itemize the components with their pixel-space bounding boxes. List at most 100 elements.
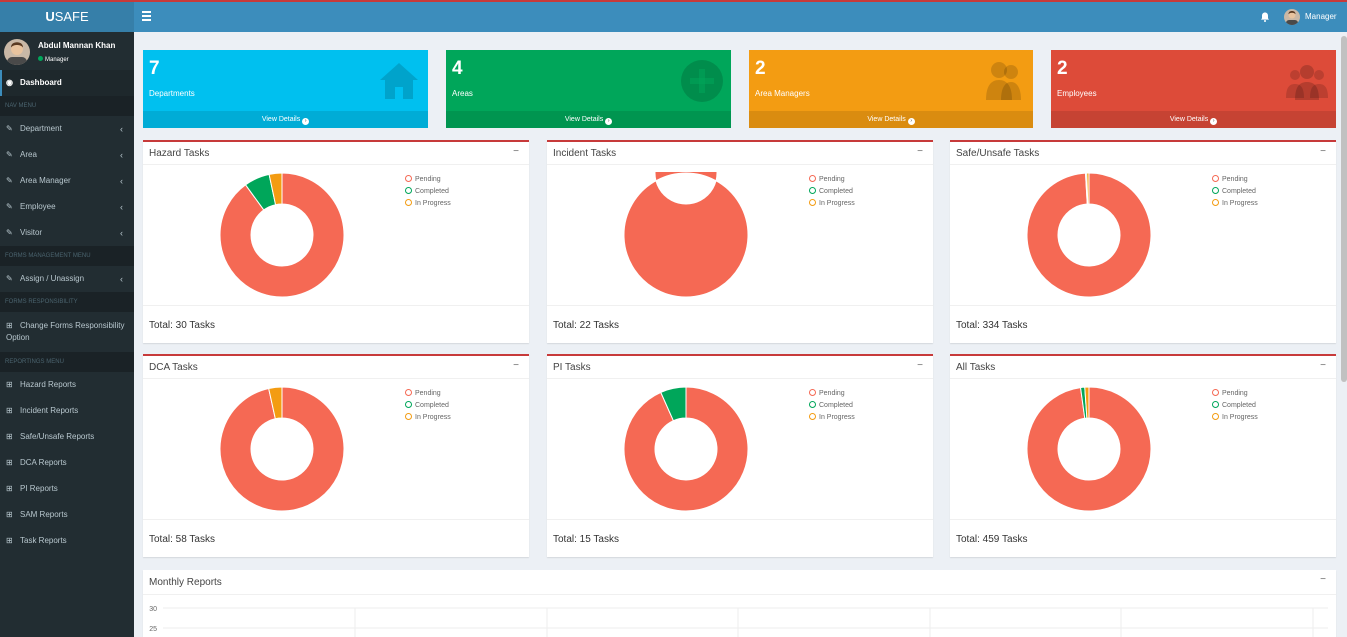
- divider: [950, 305, 1336, 306]
- users-icon: [1286, 65, 1328, 100]
- collapse-button[interactable]: −: [917, 360, 923, 371]
- sidebar-item-sam-reports[interactable]: ⊞ SAM Reports: [0, 502, 134, 528]
- legend-circle-icon: [405, 401, 412, 408]
- collapse-button[interactable]: −: [1320, 360, 1326, 371]
- link-icon: ✎: [6, 150, 13, 159]
- collapse-button[interactable]: −: [1320, 574, 1326, 585]
- legend-circle-icon: [1212, 413, 1219, 420]
- donut-chart: [623, 172, 749, 298]
- forms-responsibility-header: FORMS RESPONSIBILITY: [0, 292, 134, 312]
- table-icon: ⊞: [6, 321, 13, 330]
- task-chart-panel: All Tasks − Pending Completed In Progress Tot…: [950, 354, 1336, 557]
- task-chart-panel: Incident Tasks − Pending Completed In Progre…: [547, 140, 933, 343]
- users-icon: [986, 62, 1021, 100]
- legend-item: In Progress: [1212, 198, 1258, 210]
- panel-title: Monthly Reports: [149, 577, 222, 588]
- panel-title: PI Tasks: [553, 362, 591, 373]
- total-tasks-label: Total: 15 Tasks: [553, 534, 619, 545]
- total-tasks-label: Total: 30 Tasks: [149, 320, 215, 331]
- user-panel: Abdul Mannan Khan Manager: [0, 32, 134, 70]
- table-icon: ⊞: [6, 458, 13, 467]
- top-accent-line: [0, 0, 1347, 2]
- table-icon: ⊞: [6, 510, 13, 519]
- y-tick-label: 30: [149, 606, 157, 613]
- legend-circle-icon: [405, 389, 412, 396]
- vertical-scrollbar[interactable]: [1341, 36, 1347, 382]
- sidebar-item-area[interactable]: ✎ Area ‹: [0, 142, 134, 168]
- legend-circle-icon: [1212, 175, 1219, 182]
- collapse-button[interactable]: −: [1320, 146, 1326, 157]
- table-icon: ⊞: [6, 380, 13, 389]
- notifications-bell-icon[interactable]: [1258, 10, 1272, 24]
- donut-slice-in-progress: [1084, 386, 1090, 419]
- legend-item: In Progress: [1212, 412, 1258, 424]
- chart-legend: Pending Completed In Progress: [1212, 174, 1258, 210]
- view-details-link[interactable]: View Details ›: [143, 111, 428, 128]
- legend-circle-icon: [405, 187, 412, 194]
- link-icon: ✎: [6, 228, 13, 237]
- collapse-button[interactable]: −: [513, 360, 519, 371]
- legend-item: Completed: [1212, 400, 1258, 412]
- view-details-link[interactable]: View Details ›: [1051, 111, 1336, 128]
- sidebar-item-dca-reports[interactable]: ⊞ DCA Reports: [0, 450, 134, 476]
- divider: [547, 378, 933, 379]
- sidebar-item-safe-unsafe-reports[interactable]: ⊞ Safe/Unsafe Reports: [0, 424, 134, 450]
- arrow-circle-right-icon: ›: [302, 118, 310, 125]
- donut-slice-in-progress: [1086, 172, 1090, 205]
- divider: [547, 305, 933, 306]
- view-details-link[interactable]: View Details ›: [749, 111, 1033, 128]
- legend-circle-icon: [1212, 401, 1219, 408]
- user-name: Abdul Mannan Khan: [38, 41, 116, 50]
- sidebar-item-change-forms[interactable]: ⊞ Change Forms Responsibility Option: [6, 321, 125, 342]
- donut-chart: [1026, 386, 1152, 512]
- legend-circle-icon: [809, 175, 816, 182]
- sidebar-item-incident-reports[interactable]: ⊞ Incident Reports: [0, 398, 134, 424]
- donut-slice-in-progress: [268, 386, 283, 420]
- legend-circle-icon: [405, 413, 412, 420]
- legend-item: Pending: [405, 388, 451, 400]
- sidebar-item-department[interactable]: ✎ Department ‹: [0, 116, 134, 142]
- view-details-link[interactable]: View Details ›: [446, 111, 731, 128]
- sidebar-item-hazard-reports[interactable]: ⊞ Hazard Reports: [0, 372, 134, 398]
- forms-menu-header: FORMS MANAGEMENT MENU: [0, 246, 134, 266]
- task-chart-panel: PI Tasks − Pending Completed In Progress Tota…: [547, 354, 933, 557]
- info-box-area-managers: 2 Area Managers View Details ›: [749, 50, 1033, 128]
- sidebar-item-task-reports[interactable]: ⊞ Task Reports: [0, 528, 134, 554]
- divider: [143, 594, 1336, 595]
- donut-slice-completed: [660, 386, 687, 422]
- legend-circle-icon: [1212, 389, 1219, 396]
- donut-chart: [623, 386, 749, 512]
- divider: [950, 519, 1336, 520]
- legend-circle-icon: [809, 401, 816, 408]
- task-chart-panel: Hazard Tasks − Pending Completed In Progress…: [143, 140, 529, 343]
- user-avatar[interactable]: [1284, 9, 1300, 25]
- chevron-left-icon: ‹: [120, 124, 123, 134]
- sidebar-item-pi-reports[interactable]: ⊞ PI Reports: [0, 476, 134, 502]
- legend-circle-icon: [809, 389, 816, 396]
- sidebar-item-employee[interactable]: ✎ Employee ‹: [0, 194, 134, 220]
- home-icon: [380, 63, 418, 99]
- legend-item: In Progress: [809, 198, 855, 210]
- divider: [143, 305, 529, 306]
- panel-title: Hazard Tasks: [149, 148, 210, 159]
- link-icon: ✎: [6, 176, 13, 185]
- total-tasks-label: Total: 459 Tasks: [956, 534, 1028, 545]
- donut-chart: [1026, 172, 1152, 298]
- sidebar-item-assign[interactable]: ✎ Assign / Unassign ‹: [0, 266, 134, 292]
- user-status: Manager: [38, 56, 69, 63]
- app-logo[interactable]: USAFE: [0, 2, 134, 32]
- legend-item: Completed: [405, 400, 451, 412]
- user-menu-label[interactable]: Manager: [1305, 12, 1337, 21]
- sidebar-item-dashboard[interactable]: ◉ Dashboard: [0, 70, 134, 96]
- collapse-button[interactable]: −: [513, 146, 519, 157]
- collapse-button[interactable]: −: [917, 146, 923, 157]
- chevron-left-icon: ‹: [120, 228, 123, 238]
- legend-circle-icon: [809, 199, 816, 206]
- sidebar-toggle-icon[interactable]: [142, 11, 151, 21]
- top-navbar: Manager: [134, 2, 1347, 32]
- total-tasks-label: Total: 22 Tasks: [553, 320, 619, 331]
- link-icon: ✎: [6, 124, 13, 133]
- sidebar-item-area-manager[interactable]: ✎ Area Manager ‹: [0, 168, 134, 194]
- sidebar-item-visitor[interactable]: ✎ Visitor ‹: [0, 220, 134, 246]
- legend-circle-icon: [405, 175, 412, 182]
